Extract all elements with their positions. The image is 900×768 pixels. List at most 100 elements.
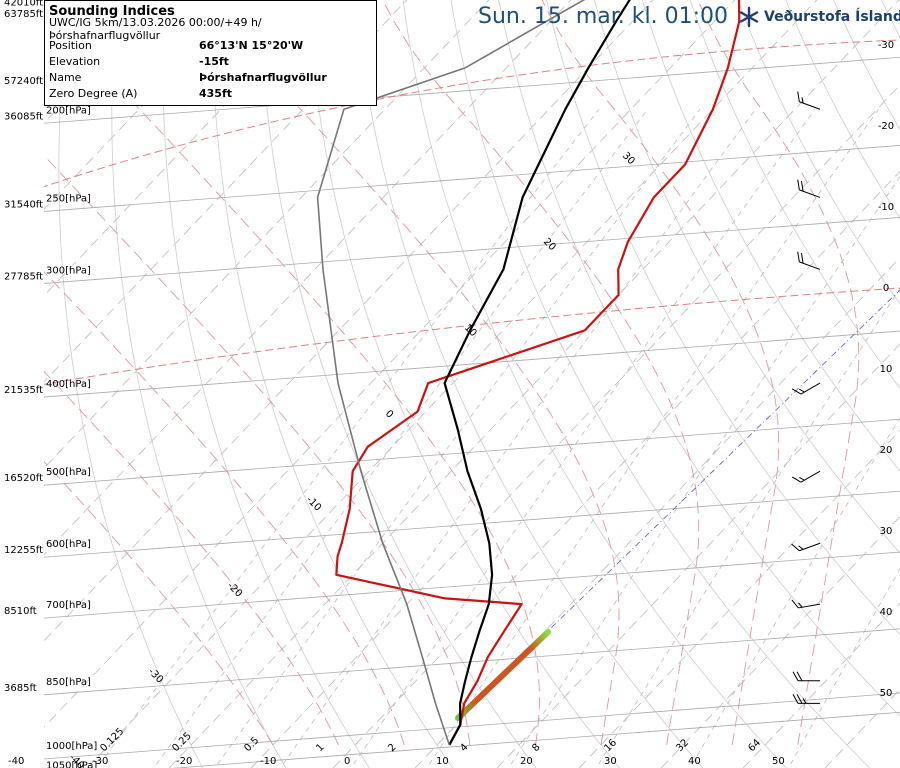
sounding-line-1	[443, 0, 631, 746]
indices-value-zero-degree: 435ft	[199, 86, 233, 100]
right-temp-label: 50	[880, 688, 893, 699]
moist-adiabat	[541, 0, 780, 746]
wind-barb	[792, 694, 820, 704]
isotherm	[44, 0, 244, 210]
indices-key-zero-degree: Zero Degree (A)	[49, 86, 138, 100]
indices-value-name: Þórshafnarflugvöllur	[199, 70, 327, 84]
wind-barb	[791, 382, 821, 395]
pressure-label: 400[hPa]	[46, 379, 91, 390]
moist-adiabat	[697, 0, 860, 746]
dry-adiabat	[354, 0, 704, 768]
mixing-ratio-line	[353, 109, 816, 765]
dry-adiabat	[162, 0, 370, 768]
bottom-temp-label: 40	[688, 756, 701, 767]
snowflake-icon	[739, 6, 759, 28]
dry-adiabat	[737, 0, 900, 305]
isotherm-inline-label: 20	[541, 236, 558, 253]
height-label: 57240ft	[4, 76, 43, 87]
wind-barb	[797, 251, 821, 270]
dry-adiabat	[402, 0, 787, 768]
right-temp-label: -30	[878, 40, 894, 51]
height-label: 12255ft	[4, 545, 43, 556]
isobar	[44, 628, 900, 696]
bottom-temp-label: 50	[772, 756, 785, 767]
isobar	[44, 56, 900, 124]
pressure-label: 850[hPa]	[46, 677, 91, 688]
height-label: 42010ft	[4, 0, 43, 9]
right-temp-label: 20	[880, 445, 893, 456]
isotherm	[168, 0, 900, 768]
mixing-ratio-label: 0.25	[170, 731, 194, 755]
isotherm	[742, 602, 900, 768]
sounding-line-2	[316, 0, 586, 746]
dry-adiabat	[58, 0, 203, 768]
mixing-ratio-label: 0.5	[242, 735, 261, 754]
moist-adiabat	[58, 0, 540, 746]
indices-key-elevation: Elevation	[49, 54, 101, 68]
pressure-label: 1050[hPa]	[46, 760, 97, 768]
indices-value-position: 66°13'N 15°20'W	[199, 38, 304, 52]
bottom-temp-label: -10	[260, 756, 276, 767]
indices-title: Sounding Indices	[49, 4, 175, 19]
mixing-ratio-line	[598, 287, 900, 765]
isotherm	[578, 429, 900, 768]
isotherm	[660, 515, 900, 768]
moist-adiabat	[44, 461, 274, 746]
isotherm	[414, 257, 900, 768]
wind-barb	[792, 671, 820, 682]
isotherm-inline-label: 10	[462, 322, 479, 339]
dry-adiabat	[806, 0, 900, 768]
isobar	[44, 551, 900, 619]
mixing-ratio-label: 16	[602, 737, 619, 754]
isobar	[44, 490, 900, 558]
pressure-label: 1000[hPa]	[46, 741, 97, 752]
height-label: 27785ft	[4, 271, 43, 282]
wind-barb	[791, 599, 821, 609]
isotherm	[86, 0, 818, 768]
moist-adiabat	[382, 0, 700, 746]
bottom-temp-label: -40	[8, 756, 24, 767]
right-temp-label: 0	[883, 283, 889, 294]
indices-key-position: Position	[49, 38, 92, 52]
dry-adiabat	[111, 0, 287, 768]
isotherm-inline-label: 0	[383, 408, 395, 420]
mixing-ratio-line	[282, 109, 756, 765]
pressure-label: 500[hPa]	[46, 467, 91, 478]
wind-barb	[791, 542, 821, 552]
right-temp-label: 30	[880, 526, 893, 537]
dry-adiabat	[211, 0, 454, 768]
mixing-ratio-line	[691, 417, 900, 765]
indices-value-elevation: -15ft	[199, 54, 229, 68]
isotherm	[44, 0, 736, 728]
wind-barb	[797, 179, 821, 198]
isotherm-inline-label: -10	[304, 494, 323, 513]
height-label: 31540ft	[4, 199, 43, 210]
mixing-ratio-label: 8	[530, 742, 542, 754]
reference-line	[44, 39, 900, 188]
dry-adiabat	[546, 0, 900, 636]
vedurstofa-logo[interactable]: Veðurstofa Íslands	[738, 6, 900, 28]
bottom-temp-label: 10	[436, 756, 449, 767]
isobar	[172, 711, 900, 768]
moist-adiabat	[220, 0, 620, 746]
reference-line	[44, 287, 900, 385]
logo-text: Veðurstofa Íslands	[764, 9, 900, 25]
dry-adiabat	[498, 0, 900, 717]
isotherm-inline-label: 30	[620, 150, 637, 167]
moist-adiabat	[44, 271, 405, 746]
bottom-temp-label: -30	[92, 756, 108, 767]
height-label: 36085ft	[4, 111, 43, 122]
moist-adiabat	[44, 154, 471, 746]
height-label: 63785ft	[4, 9, 43, 20]
wind-barb	[791, 470, 821, 483]
mixing-ratio-label: 1	[314, 742, 326, 754]
right-temp-label: -20	[878, 121, 894, 132]
isobar	[44, 145, 900, 212]
forecast-timestamp: Sun. 15. mar. kl. 01:00	[478, 4, 728, 29]
isobar	[44, 217, 900, 284]
pressure-label: 200[hPa]	[46, 105, 91, 116]
isotherm	[44, 0, 490, 469]
isobar	[44, 330, 900, 398]
